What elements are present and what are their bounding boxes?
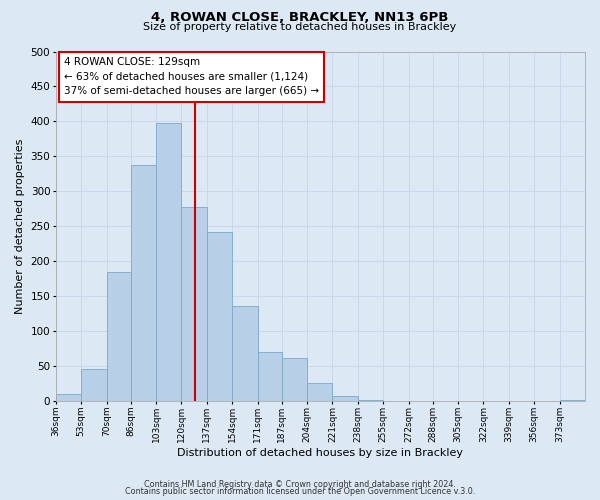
Text: Contains public sector information licensed under the Open Government Licence v.: Contains public sector information licen… [125, 487, 475, 496]
Bar [181, 207, 207, 402]
Bar [307, 383, 332, 402]
Bar [383, 400, 409, 402]
Y-axis label: Number of detached properties: Number of detached properties [15, 139, 25, 314]
Bar [358, 400, 383, 402]
Text: 4, ROWAN CLOSE, BRACKLEY, NN13 6PB: 4, ROWAN CLOSE, BRACKLEY, NN13 6PB [151, 11, 449, 24]
Text: Contains HM Land Registry data © Crown copyright and database right 2024.: Contains HM Land Registry data © Crown c… [144, 480, 456, 489]
Bar [81, 369, 107, 402]
Bar [232, 306, 257, 402]
Bar [107, 272, 131, 402]
Bar [207, 232, 232, 402]
Text: 4 ROWAN CLOSE: 129sqm
← 63% of detached houses are smaller (1,124)
37% of semi-d: 4 ROWAN CLOSE: 129sqm ← 63% of detached … [64, 56, 319, 96]
Bar [131, 165, 156, 402]
Bar [56, 394, 81, 402]
Bar [560, 400, 585, 402]
Bar [257, 352, 281, 402]
X-axis label: Distribution of detached houses by size in Brackley: Distribution of detached houses by size … [178, 448, 463, 458]
Text: Size of property relative to detached houses in Brackley: Size of property relative to detached ho… [143, 22, 457, 32]
Bar [281, 358, 307, 402]
Bar [156, 123, 181, 402]
Bar [332, 396, 358, 402]
